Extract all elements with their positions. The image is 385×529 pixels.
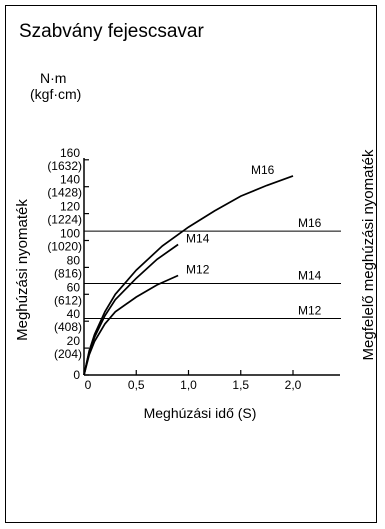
series-group: M16 M14 M12 bbox=[83, 163, 294, 376]
x-tick-label: 0,5 bbox=[128, 378, 145, 392]
y-tick-label: 40 bbox=[67, 307, 81, 321]
y-tick-label: 140 bbox=[60, 173, 80, 187]
y-tick-label: 0 bbox=[73, 368, 80, 382]
reference-lines: M16 M14 M12 bbox=[84, 216, 341, 320]
y-tick-label: 20 bbox=[67, 334, 81, 348]
chart-frame bbox=[5, 5, 377, 523]
y-tick-alt-label: (1020) bbox=[47, 240, 82, 254]
y-unit-main: N·m bbox=[40, 70, 66, 86]
y-tick-label: 160 bbox=[60, 146, 80, 160]
series-label-m14: M14 bbox=[186, 232, 210, 246]
reference-label-m12: M12 bbox=[298, 304, 322, 318]
y-tick-alt-label: (1632) bbox=[47, 159, 82, 173]
x-tick-label: 1,5 bbox=[232, 378, 249, 392]
y-tick-label: 60 bbox=[67, 280, 81, 294]
y-tick-alt-label: (816) bbox=[54, 266, 82, 280]
reference-label-m16: M16 bbox=[298, 216, 322, 230]
y-ticks: 0 20(204) 40(408) 60(612) 80(816) 100(1020) 12… bbox=[47, 146, 89, 382]
y-tick-alt-label: (1224) bbox=[47, 213, 82, 227]
y-axis-label: Meghúzási nyomaték bbox=[14, 199, 31, 341]
reference-label-m14: M14 bbox=[298, 269, 322, 283]
y-tick-label: 100 bbox=[60, 227, 80, 241]
x-tick-label: 2,0 bbox=[285, 378, 302, 392]
series-label-m16: M16 bbox=[251, 163, 275, 177]
y-tick-alt-label: (204) bbox=[54, 347, 82, 361]
series-label-m12: M12 bbox=[186, 262, 210, 276]
x-axis-label: Meghúzási idő (S) bbox=[144, 405, 257, 421]
axes-group bbox=[83, 158, 340, 376]
x-ticks: 0 0,5 1,0 1,5 2,0 bbox=[83, 370, 302, 392]
series-line-m14 bbox=[83, 243, 179, 376]
y-tick-alt-label: (612) bbox=[54, 293, 82, 307]
y-tick-alt-label: (1428) bbox=[47, 186, 82, 200]
y2-axis-label: Megfelelő meghúzási nyomaték bbox=[360, 149, 377, 360]
x-tick-label: 1,0 bbox=[180, 378, 197, 392]
y-tick-alt-label: (408) bbox=[54, 320, 82, 334]
x-tick-label: 0 bbox=[85, 378, 92, 392]
chart-title: Szabvány fejescsavar bbox=[19, 21, 204, 42]
y-unit-alt: (kgf·cm) bbox=[30, 86, 81, 102]
y-tick-label: 80 bbox=[67, 253, 81, 267]
y-tick-label: 120 bbox=[60, 200, 80, 214]
series-line-m12 bbox=[83, 274, 179, 376]
